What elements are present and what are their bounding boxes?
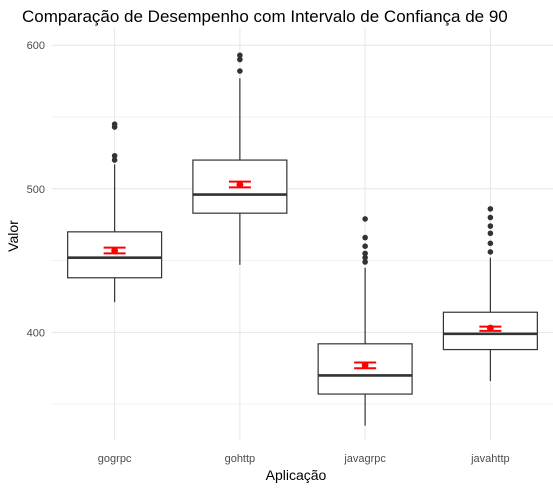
chart-title: Comparação de Desempenho com Intervalo d… [22, 7, 508, 26]
outlier-point [362, 243, 368, 250]
box-group-javahttp [442, 206, 538, 382]
box-group-gogrpc [67, 121, 163, 303]
iqr-box [67, 231, 163, 279]
outlier-point [111, 157, 118, 163]
outlier-point [111, 152, 118, 159]
iqr-box [317, 343, 413, 395]
x-tick-label: javahttp [470, 453, 510, 465]
outlier-point [487, 214, 494, 221]
mean-point [361, 361, 369, 369]
y-tick-label: 400 [27, 327, 45, 339]
ticks-layer: 400 500 600 gogrpc gohttp javagrpc javahttp [27, 40, 510, 465]
outlier-point [362, 250, 368, 257]
y-axis-title: Valor [5, 220, 21, 252]
mean-point [486, 324, 494, 332]
iqr-box [442, 311, 538, 351]
y-tick-label: 500 [27, 184, 45, 196]
outlier-point [487, 223, 494, 229]
outlier-point [362, 259, 368, 265]
outlier-point [487, 240, 494, 247]
box-group-gohttp [192, 52, 288, 265]
outlier-point [237, 52, 243, 59]
outlier-point [487, 206, 494, 212]
outlier-point [487, 249, 494, 255]
x-tick-label: gogrpc [98, 453, 132, 465]
x-tick-label: javagrpc [343, 453, 386, 465]
outlier-point [362, 216, 368, 222]
x-axis-title: Aplicação [266, 467, 327, 483]
x-tick-label: gohttp [225, 453, 256, 465]
box-group-javagrpc [317, 216, 413, 426]
y-tick-label: 600 [27, 40, 45, 52]
marks-layer [67, 52, 538, 426]
mean-point [236, 181, 244, 188]
outlier-point [487, 230, 494, 237]
outlier-point [237, 56, 243, 63]
outlier-point [237, 68, 243, 74]
outlier-point [111, 121, 118, 127]
outlier-point [362, 234, 368, 241]
mean-point [111, 247, 119, 254]
outlier-point [362, 254, 368, 261]
